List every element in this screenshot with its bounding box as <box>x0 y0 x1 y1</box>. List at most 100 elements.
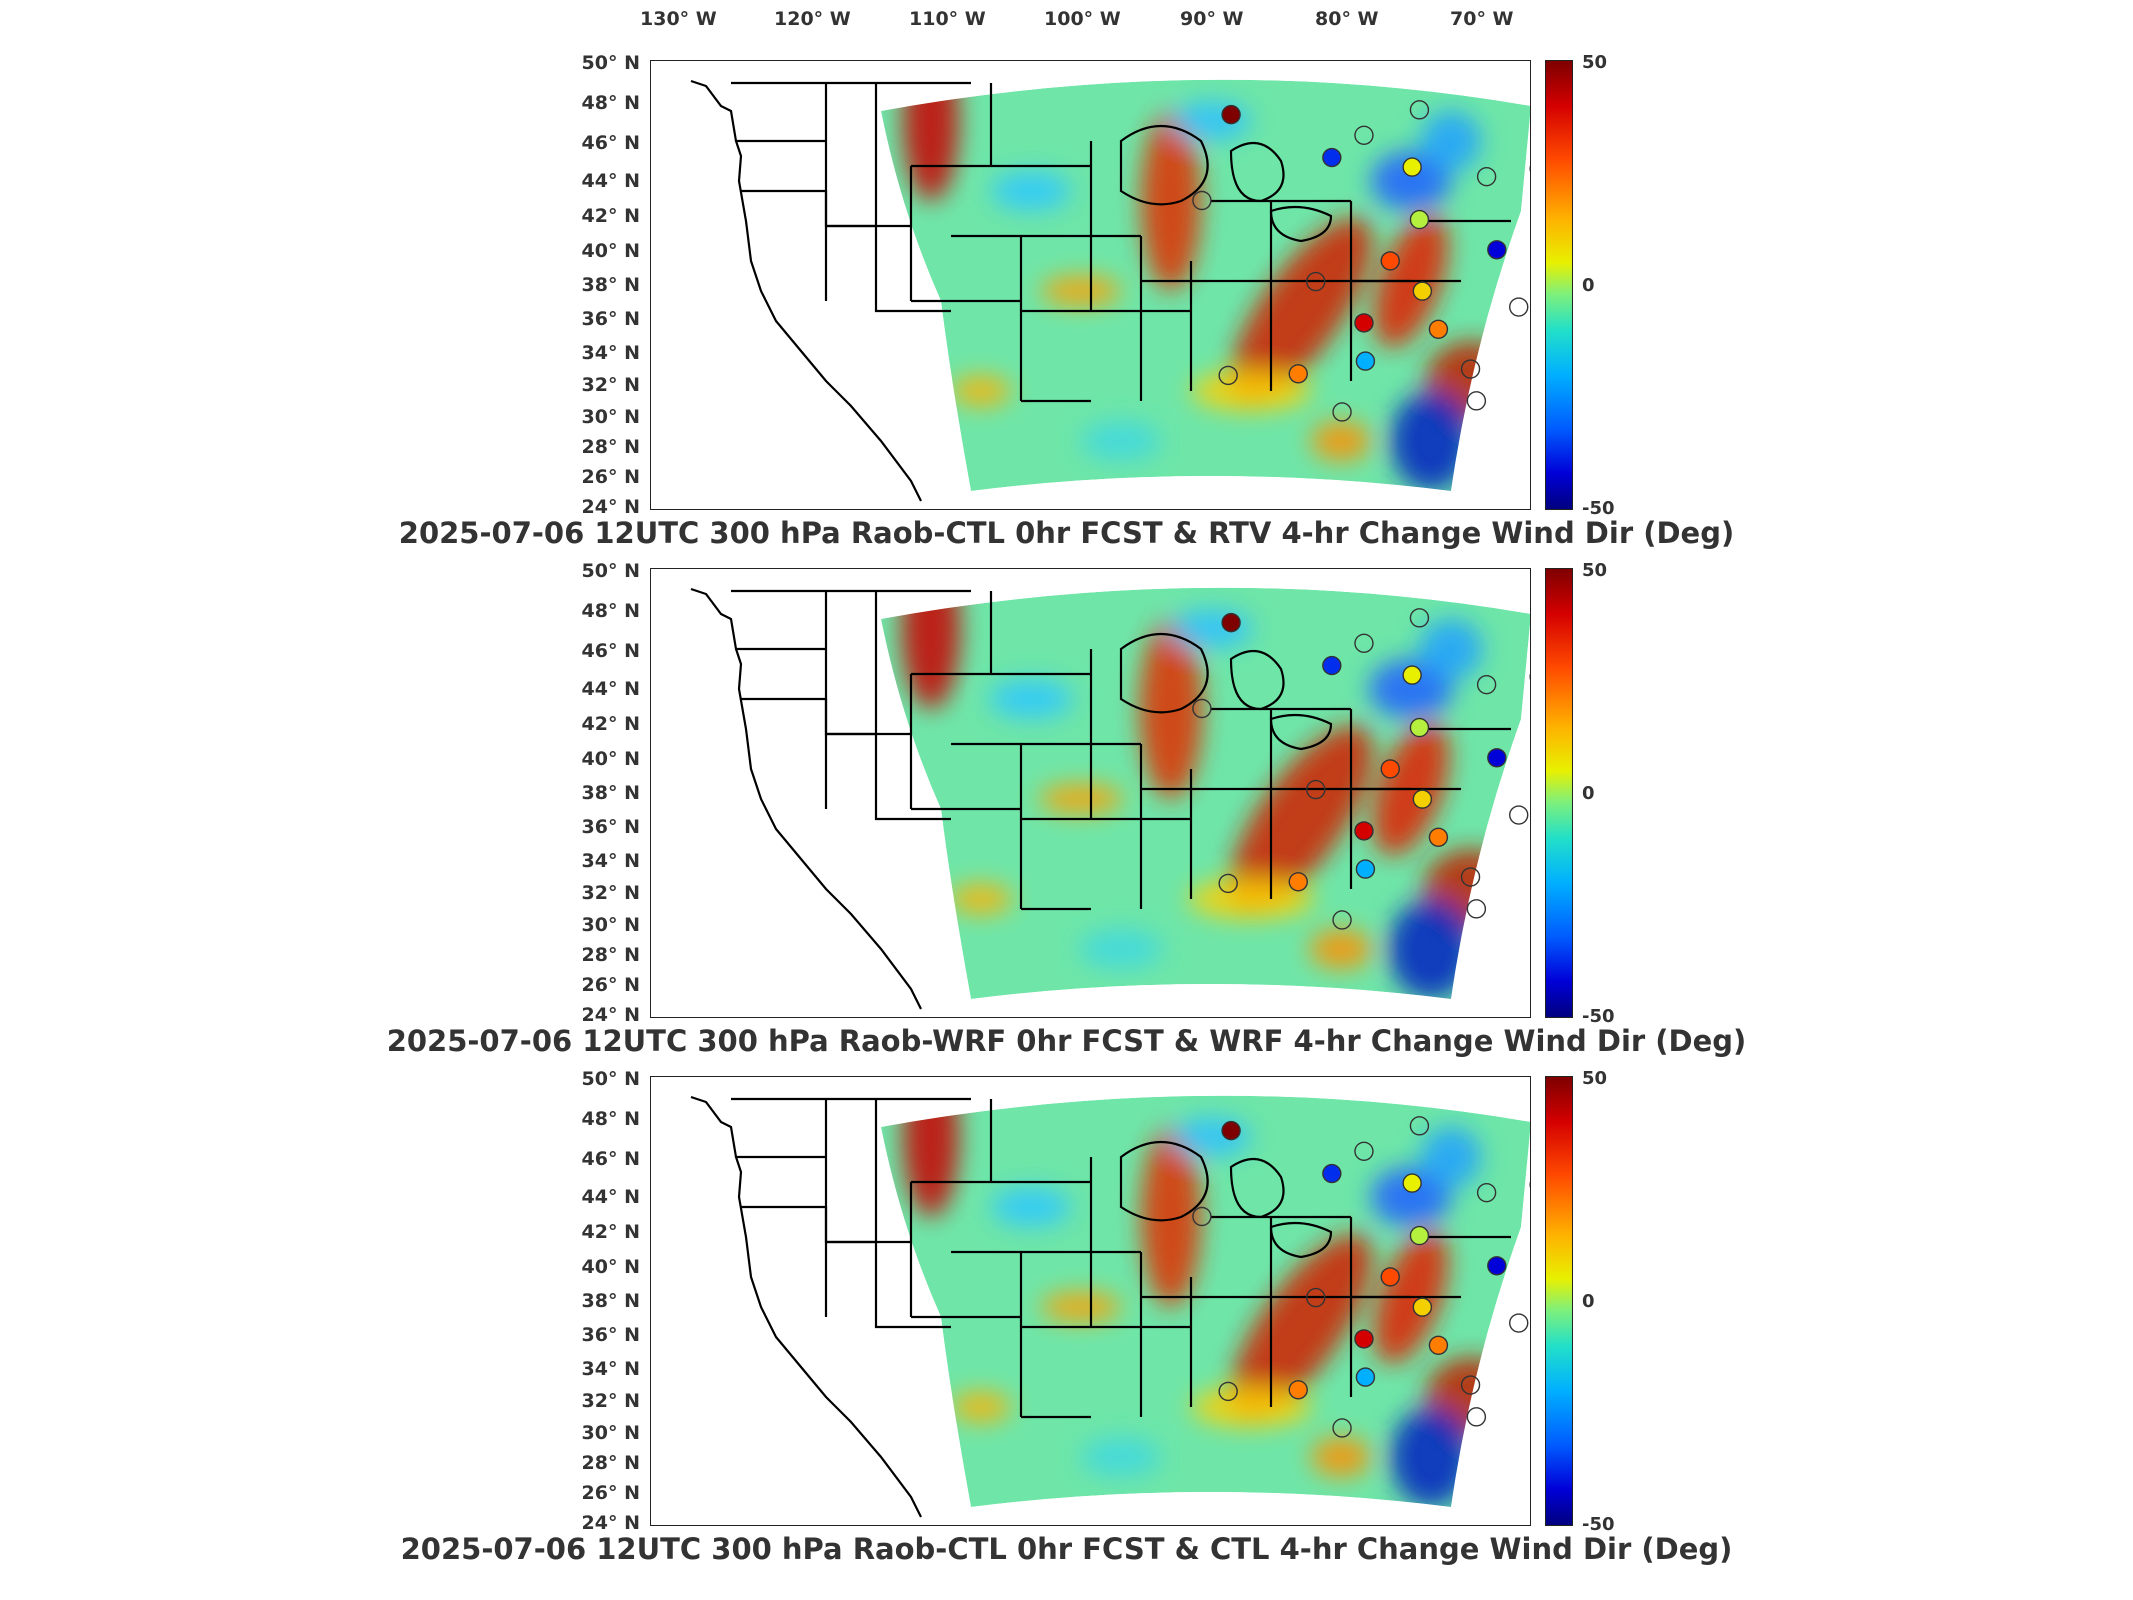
raob-station-marker <box>1288 872 1308 892</box>
colorbar <box>1545 1076 1573 1526</box>
latitude-label: 32° N <box>581 882 640 904</box>
raob-station-marker <box>1355 1367 1376 1387</box>
latitude-label: 48° N <box>581 600 640 622</box>
raob-station-marker <box>1288 1380 1308 1400</box>
raob-station-marker <box>1487 748 1507 768</box>
raob-station-marker <box>1466 899 1487 919</box>
latitude-label: 28° N <box>581 944 640 966</box>
raob-station-marker <box>1412 281 1433 301</box>
latitude-label: 44° N <box>581 170 640 192</box>
latitude-label: 30° N <box>581 406 640 428</box>
latitude-label: 36° N <box>581 1324 640 1346</box>
raob-station-marker <box>1355 351 1376 371</box>
latitude-label: 28° N <box>581 1452 640 1474</box>
latitude-label: 50° N <box>581 52 640 74</box>
latitude-label: 48° N <box>581 92 640 114</box>
latitude-label: 26° N <box>581 974 640 996</box>
raob-station-marker <box>1529 1181 1530 1188</box>
colorbar-tick-min: -50 <box>1582 1514 1615 1535</box>
latitude-label: 40° N <box>581 1256 640 1278</box>
state-boundaries <box>690 1095 1511 1518</box>
raob-station-marker <box>1354 125 1374 146</box>
raob-station-marker <box>1509 1313 1529 1333</box>
raob-station-marker <box>1476 1182 1497 1203</box>
raob-station-marker <box>1322 147 1342 168</box>
colorbar-tick-min: -50 <box>1582 498 1615 519</box>
colorbar-tick-mid: 0 <box>1582 275 1595 296</box>
raob-station-marker <box>1221 104 1241 125</box>
colorbar-tick-max: 50 <box>1582 560 1608 581</box>
map-canvas <box>690 79 1530 502</box>
latitude-label: 44° N <box>581 1186 640 1208</box>
latitude-label: 32° N <box>581 1390 640 1412</box>
raob-station-marker <box>1192 1206 1212 1227</box>
raob-station-marker <box>1380 1267 1400 1287</box>
raob-station-marker <box>1460 1375 1481 1395</box>
raob-station-marker <box>1466 391 1487 411</box>
raob-station-marker <box>1402 665 1422 685</box>
latitude-label: 42° N <box>581 205 640 227</box>
latitude-label: 32° N <box>581 374 640 396</box>
raob-station-marker <box>1355 859 1376 879</box>
colorbar-tick-max: 50 <box>1582 52 1608 73</box>
latitude-label: 46° N <box>581 132 640 154</box>
raob-station-marker <box>1412 789 1433 809</box>
map-frame <box>650 568 1531 1018</box>
latitude-label: 46° N <box>581 640 640 662</box>
raob-station-marker <box>1218 365 1238 386</box>
latitude-label: 40° N <box>581 748 640 770</box>
state-boundaries <box>690 79 1511 502</box>
raob-station-marker <box>1354 821 1374 841</box>
latitude-label: 30° N <box>581 914 640 936</box>
raob-station-marker <box>1380 251 1400 271</box>
raob-station-marker <box>1354 313 1374 333</box>
latitude-label: 24° N <box>581 496 640 518</box>
raob-station-marker <box>1380 759 1400 779</box>
raob-stations <box>1192 1116 1530 1438</box>
colorbar <box>1545 568 1573 1018</box>
raob-station-marker <box>1509 297 1529 317</box>
raob-station-marker <box>1306 779 1326 800</box>
colorbar <box>1545 60 1573 510</box>
longitude-label: 110° W <box>909 8 986 30</box>
wind-direction-field <box>881 1095 1530 1507</box>
raob-station-marker <box>1529 165 1530 172</box>
raob-station-marker <box>1428 827 1449 847</box>
colorbar-tick-min: -50 <box>1582 1006 1615 1027</box>
latitude-label: 38° N <box>581 274 640 296</box>
raob-station-marker <box>1409 608 1430 628</box>
colorbar-tick-max: 50 <box>1582 1068 1608 1089</box>
latitude-label: 44° N <box>581 678 640 700</box>
latitude-label: 24° N <box>581 1512 640 1534</box>
raob-station-marker <box>1332 1418 1352 1438</box>
raob-station-marker <box>1192 698 1212 719</box>
raob-station-marker <box>1402 1173 1422 1193</box>
state-boundaries <box>690 587 1511 1010</box>
latitude-label: 36° N <box>581 308 640 330</box>
wind-direction-field <box>881 79 1530 491</box>
raob-station-marker <box>1466 1407 1487 1427</box>
longitude-label: 70° W <box>1450 8 1514 30</box>
raob-station-marker <box>1221 1120 1241 1141</box>
raob-station-marker <box>1509 805 1529 825</box>
latitude-label: 28° N <box>581 436 640 458</box>
latitude-label: 34° N <box>581 342 640 364</box>
raob-station-marker <box>1332 402 1352 422</box>
raob-station-marker <box>1409 1225 1430 1246</box>
latitude-label: 38° N <box>581 1290 640 1312</box>
raob-station-marker <box>1460 359 1481 379</box>
raob-station-marker <box>1487 240 1507 260</box>
raob-station-marker <box>1428 1335 1449 1355</box>
latitude-label: 34° N <box>581 1358 640 1380</box>
longitude-label: 130° W <box>640 8 717 30</box>
raob-station-marker <box>1192 190 1212 211</box>
raob-station-marker <box>1288 364 1308 384</box>
raob-station-marker <box>1409 209 1430 230</box>
latitude-label: 36° N <box>581 816 640 838</box>
raob-station-marker <box>1402 157 1422 177</box>
latitude-label: 42° N <box>581 713 640 735</box>
raob-station-marker <box>1354 1329 1374 1349</box>
raob-station-marker <box>1476 166 1497 187</box>
map-canvas <box>690 587 1530 1010</box>
raob-station-marker <box>1409 1116 1430 1136</box>
